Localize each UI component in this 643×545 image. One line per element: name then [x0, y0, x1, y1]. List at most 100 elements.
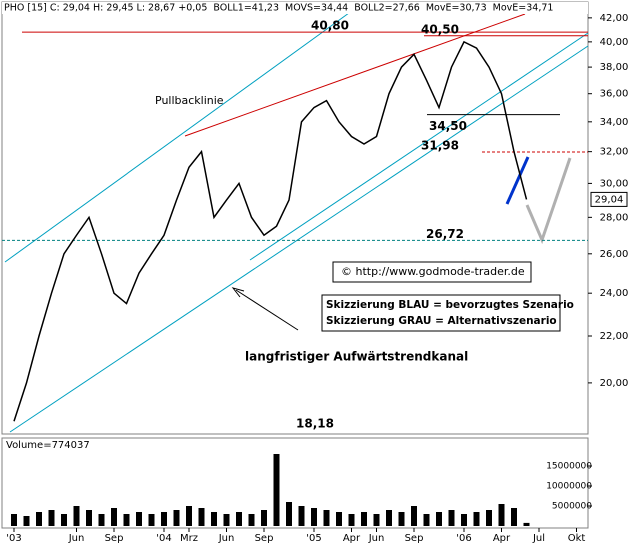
x-tick-label: Okt — [568, 533, 586, 544]
volume-bar — [286, 502, 292, 526]
volume-bar — [436, 512, 442, 526]
volume-bar — [461, 514, 467, 526]
volume-bar — [236, 512, 242, 526]
x-tick-label: Apr — [493, 533, 511, 544]
volume-bar — [423, 514, 430, 526]
y-tick-label: 42,00 — [600, 13, 629, 24]
blue-sketch — [505, 156, 530, 205]
y-tick-label: 40,00 — [600, 37, 629, 48]
x-tick-label: Jun — [368, 533, 385, 544]
copyright-box — [332, 261, 532, 283]
price-panel — [1, 1, 589, 435]
volume-bar — [411, 506, 417, 526]
channel — [4, 4, 589, 433]
channel-label: langfristiger Aufwärtstrendkanal — [245, 350, 468, 364]
volume-bar — [161, 512, 167, 526]
header-item: BOLL1=41,23 — [213, 3, 279, 14]
x-tick-label: '05 — [306, 533, 321, 544]
volume-bar — [261, 510, 267, 526]
x-tick-label: Sep — [255, 533, 274, 544]
header-item: BOLL2=27,66 — [354, 3, 420, 14]
volume-label: Volume=774037 — [6, 440, 90, 451]
volume-bar — [36, 512, 42, 526]
y-tick-label: 38,00 — [600, 62, 629, 73]
note-blue: Skizzierung BLAU = bevorzugtes Szenario — [326, 299, 574, 311]
level-label: 40,80 — [311, 19, 349, 33]
volume-bar — [511, 508, 517, 526]
header-item: PHO [15] C: 29,04 H: 29,45 L: 28,67 +0,0… — [4, 3, 207, 14]
legend-box — [321, 294, 561, 332]
header-item: MovE=30,73 — [426, 3, 487, 14]
last-price: 29,04 — [595, 194, 624, 205]
volume-bar — [323, 510, 330, 526]
volume-bar — [523, 522, 530, 526]
volume-bar — [386, 510, 392, 526]
last-price-box — [590, 191, 628, 207]
price-line — [13, 40, 528, 422]
y-tick-label: 30,00 — [600, 178, 629, 189]
volume-bar — [123, 514, 130, 526]
volume-bar — [73, 506, 80, 526]
volume-bar — [473, 512, 480, 526]
header-item: MovE=34,71 — [493, 3, 554, 14]
x-tick-label: Mrz — [180, 533, 198, 544]
y-tick-label: 20,00 — [600, 378, 629, 389]
y-tick-label: 22,00 — [600, 331, 629, 342]
x-tick-label: Sep — [105, 533, 124, 544]
level-label: 34,50 — [429, 119, 467, 133]
x-tick-label: Sep — [405, 533, 424, 544]
pullback-line — [184, 13, 526, 137]
x-tick-label: Jun — [68, 533, 85, 544]
channel-lower — [9, 45, 589, 433]
note-grey: Skizzierung GRAU = Alternativszenario — [326, 315, 557, 327]
volume-bar — [448, 510, 455, 526]
level-label: 40,50 — [421, 22, 459, 36]
x-tick-label: Apr — [343, 533, 361, 544]
y-tick-label: 32,00 — [600, 147, 629, 158]
arrow-head — [231, 287, 245, 298]
x-tick-label: '06 — [456, 533, 471, 544]
volume-bar — [198, 508, 205, 526]
channel-upper — [4, 4, 361, 263]
volume-bar — [173, 510, 180, 526]
volume-bar — [348, 514, 355, 526]
channel-mid — [249, 32, 589, 261]
x-tick-label: Jun — [218, 533, 235, 544]
volume-bar — [398, 512, 405, 526]
copyright: © http://www.godmode-trader.de — [341, 265, 525, 278]
y-tick-label: 36,00 — [600, 89, 629, 100]
volume-bar — [148, 514, 155, 526]
arrow — [235, 289, 299, 331]
volume-bar — [11, 514, 17, 526]
y-tick-label: 26,00 — [600, 249, 629, 260]
y-tick-label: 34,00 — [600, 117, 629, 128]
volume-bar — [298, 506, 305, 526]
volume-tick-label: 15000000 — [546, 462, 592, 472]
level-label: 31,98 — [421, 138, 459, 152]
volume-bar — [111, 508, 117, 526]
x-tick-label: '04 — [156, 533, 171, 544]
header-item: MOVS=34,44 — [285, 3, 348, 14]
volume-bar — [48, 510, 55, 526]
header: PHO [15] C: 29,04 H: 29,45 L: 28,67 +0,0… — [2, 2, 588, 14]
volume-tick-label: 10000000 — [546, 482, 592, 492]
x-tick-label: '03 — [6, 533, 21, 544]
volume-bar — [223, 514, 230, 526]
y-tick-label: 28,00 — [600, 212, 629, 223]
volume-bar — [61, 514, 67, 526]
volume-bar — [136, 512, 142, 526]
volume-bar — [186, 506, 192, 526]
volume-bar — [86, 510, 92, 526]
volume-bar — [311, 508, 317, 526]
level-label: 26,72 — [426, 227, 464, 241]
level-label: 18,18 — [296, 416, 334, 430]
volume-bar — [211, 512, 217, 526]
x-tick-label: Jul — [532, 533, 545, 544]
volume-bar — [273, 454, 280, 526]
volume-tick-label: 5000000 — [552, 502, 592, 512]
volume-bar — [498, 504, 505, 526]
pullback-label: Pullbacklinie — [155, 94, 224, 107]
y-tick-label: 24,00 — [600, 288, 629, 299]
volume-bar — [361, 512, 367, 526]
